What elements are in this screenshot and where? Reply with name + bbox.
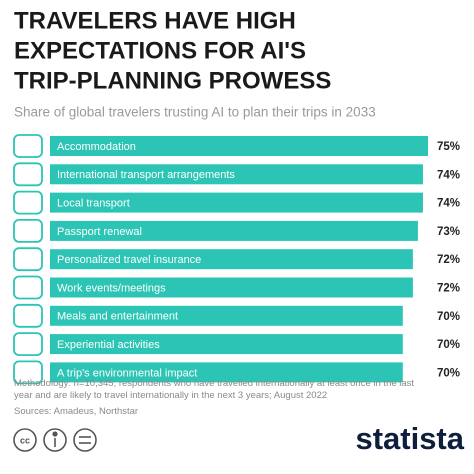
category-label: International transport arrangements <box>57 169 235 181</box>
bar <box>50 136 428 156</box>
chart-title: TRAVELERS HAVE HIGH <box>14 7 296 34</box>
value-label: 74% <box>437 169 460 181</box>
brand: statista <box>355 421 464 456</box>
icon <box>13 218 43 243</box>
category-label: Personalized travel insurance <box>57 254 201 266</box>
icon <box>13 134 43 158</box>
bar <box>50 164 423 185</box>
bar <box>50 192 423 213</box>
license-icons: cc <box>13 428 97 452</box>
bar <box>50 220 418 241</box>
bar <box>50 277 413 298</box>
icon <box>13 332 43 357</box>
svg-text:cc: cc <box>20 435 30 445</box>
icon <box>13 360 43 385</box>
value-label: 75% <box>437 141 460 153</box>
category-label: Passport renewal <box>57 226 142 238</box>
chart-title: TRIP-PLANNING PROWESS <box>14 67 331 94</box>
bar <box>50 249 413 270</box>
category-label: Local transport <box>57 198 130 210</box>
category-label: Accommodation <box>57 141 136 153</box>
category-label: Experiential activities <box>57 339 160 351</box>
value-label: 70% <box>437 339 460 351</box>
category-label: Work events/meetings <box>57 282 166 294</box>
value-label: 74% <box>437 198 460 210</box>
value-label: 72% <box>437 283 460 295</box>
icon <box>13 303 43 328</box>
value-label: 70% <box>437 311 460 323</box>
icon <box>13 190 43 215</box>
value-label: 70% <box>437 367 460 379</box>
chart-subtitle: Share of global travelers trusting AI to… <box>14 105 376 120</box>
bar <box>50 334 403 355</box>
value-label: 73% <box>437 226 460 238</box>
footnotes: Methodology: n=10,345; respondents who h… <box>14 378 434 418</box>
note: Methodology: n=10,345; respondents who h… <box>14 378 415 401</box>
source: Sources: Amadeus, Northstar <box>14 406 139 417</box>
icon <box>13 247 43 272</box>
value-label: 72% <box>437 254 460 266</box>
icon <box>13 275 43 300</box>
chart-title: EXPECTATIONS FOR AI'S <box>14 37 306 64</box>
bar <box>50 362 403 383</box>
icon <box>13 162 43 187</box>
category-label: A trip's environmental impact <box>57 367 197 379</box>
category-label: Meals and entertainment <box>57 311 178 323</box>
bar <box>50 305 403 326</box>
